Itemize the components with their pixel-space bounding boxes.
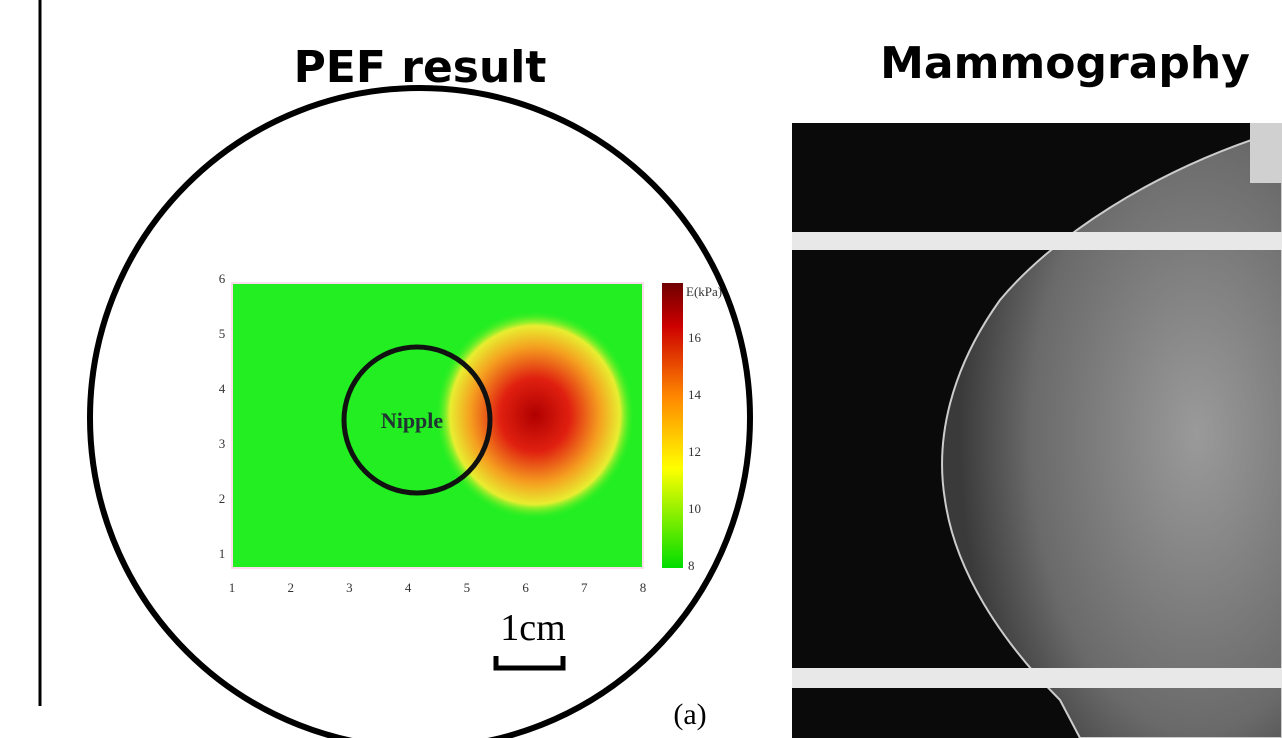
colorbar-tick-label: 10 [688,501,701,516]
colorbar-tick-label: 16 [688,330,702,345]
x-tick-label: 2 [287,580,294,595]
colorbar-label: E(kPa) [686,284,722,299]
panel-label: (a) [673,698,706,731]
x-tick-label: 8 [640,580,647,595]
x-tick-label: 4 [405,580,412,595]
y-tick-label: 1 [219,546,226,561]
y-tick-label: 3 [219,436,226,451]
x-tick-label: 3 [346,580,353,595]
y-tick-label: 4 [219,381,226,396]
panel-title: Mammography [880,38,1250,89]
slide: PEF result Mammography Nipple E(kPa) 123… [0,0,1282,738]
mammogram-image [792,123,1282,738]
x-tick-label: 1 [229,580,236,595]
colorbar [662,283,683,568]
colorbar-tick-label: 8 [688,558,695,573]
y-tick-label: 6 [219,271,226,286]
x-tick-label: 5 [464,580,471,595]
y-tick-label: 2 [219,491,226,506]
x-tick-label: 7 [581,580,588,595]
scale-bar [496,656,563,668]
x-tick-label: 6 [522,580,529,595]
annotation: Nipple [381,408,444,433]
colorbar-tick-label: 12 [688,444,701,459]
scale-bar-label: 1cm [500,607,565,649]
y-tick-label: 5 [219,326,226,341]
heat-region [435,310,635,520]
colorbar-tick-label: 14 [688,387,702,402]
